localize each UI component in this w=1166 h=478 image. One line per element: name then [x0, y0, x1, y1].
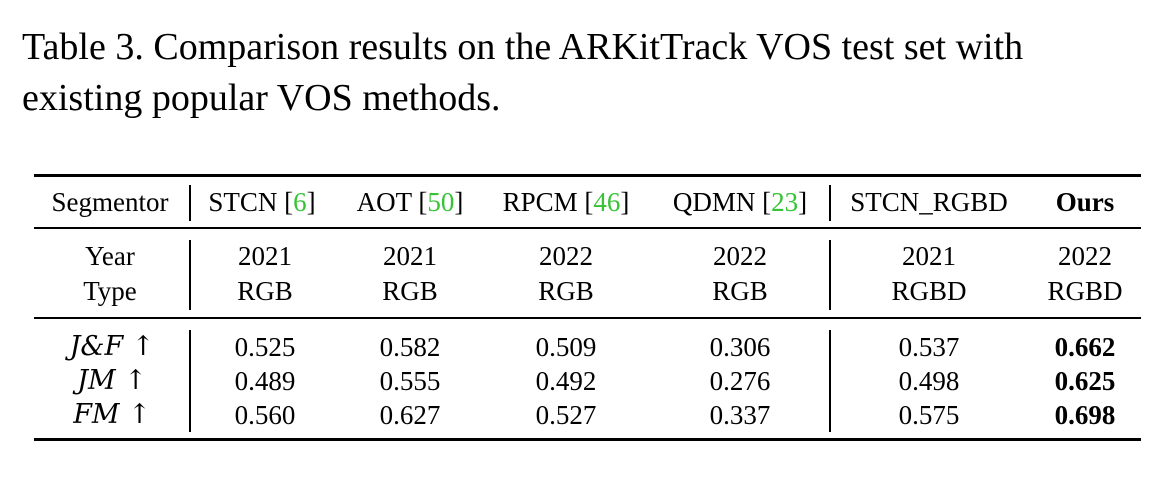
header-aot: AOT [50] — [356, 187, 464, 217]
header-ours: Ours — [1055, 187, 1115, 217]
method-name: AOT — [356, 187, 412, 217]
citation-link[interactable]: 6 — [293, 187, 307, 217]
meta-divider-left — [189, 240, 191, 310]
metric-cell: 0.492 — [535, 366, 597, 396]
metric-cell: 0.537 — [898, 332, 960, 362]
metric-cell: 0.489 — [234, 366, 296, 396]
metric-cell: 0.627 — [379, 400, 441, 430]
header-segmentor: Segmentor — [51, 187, 169, 217]
type-cell: RGBD — [1047, 276, 1123, 306]
header-divider-left — [189, 185, 191, 221]
year-cell: 2022 — [1058, 241, 1112, 271]
year-cell: 2021 — [238, 241, 292, 271]
metric-cell: 0.337 — [709, 400, 771, 430]
metric-cell-best: 0.662 — [1054, 332, 1116, 362]
metric-cell: 0.525 — [234, 332, 296, 362]
method-name: QDMN — [672, 187, 756, 217]
header-qdmn: QDMN [23] — [672, 187, 808, 217]
metric-divider-left — [189, 330, 191, 432]
metric-cell: 0.276 — [709, 366, 771, 396]
metric-label-jf: J&F ↑ — [69, 331, 155, 362]
meta-divider-right — [829, 240, 831, 310]
metric-cell: 0.527 — [535, 400, 597, 430]
metric-cell: 0.555 — [379, 366, 441, 396]
metric-label-jm: JM ↑ — [77, 365, 147, 396]
meta-rule — [34, 317, 1141, 319]
type-cell: RGB — [538, 276, 594, 306]
metric-label-fm: FM ↑ — [73, 399, 151, 430]
year-cell: 2022 — [539, 241, 593, 271]
header-stcn-rgbd: STCN_RGBD — [850, 187, 1008, 217]
type-cell: RGBD — [891, 276, 967, 306]
year-cell: 2021 — [383, 241, 437, 271]
method-name: RPCM — [502, 187, 578, 217]
table-caption: Table 3. Comparison results on the ARKit… — [22, 26, 1024, 119]
metric-cell-best: 0.698 — [1054, 400, 1116, 430]
metric-cell: 0.498 — [898, 366, 960, 396]
metric-cell-best: 0.625 — [1054, 366, 1116, 396]
header-stcn: STCN [6] — [208, 187, 316, 217]
citation-link[interactable]: 46 — [593, 187, 621, 217]
metric-cell: 0.306 — [709, 332, 771, 362]
citation-link[interactable]: 23 — [771, 187, 799, 217]
metric-cell: 0.560 — [234, 400, 296, 430]
year-cell: 2022 — [713, 241, 767, 271]
header-divider-right — [829, 185, 831, 221]
year-label: Year — [85, 241, 135, 271]
metric-cell: 0.509 — [535, 332, 597, 362]
metric-divider-right — [829, 330, 831, 432]
method-name: STCN — [208, 187, 278, 217]
citation-link[interactable]: 50 — [427, 187, 455, 217]
type-cell: RGB — [712, 276, 768, 306]
top-rule — [34, 174, 1141, 177]
bottom-rule — [34, 438, 1141, 441]
type-cell: RGB — [382, 276, 438, 306]
year-cell: 2021 — [902, 241, 956, 271]
metric-cell: 0.575 — [898, 400, 960, 430]
metric-cell: 0.582 — [379, 332, 441, 362]
type-cell: RGB — [237, 276, 293, 306]
type-label: Type — [83, 276, 137, 306]
header-rule — [34, 227, 1141, 229]
header-rpcm: RPCM [46] — [502, 187, 630, 217]
